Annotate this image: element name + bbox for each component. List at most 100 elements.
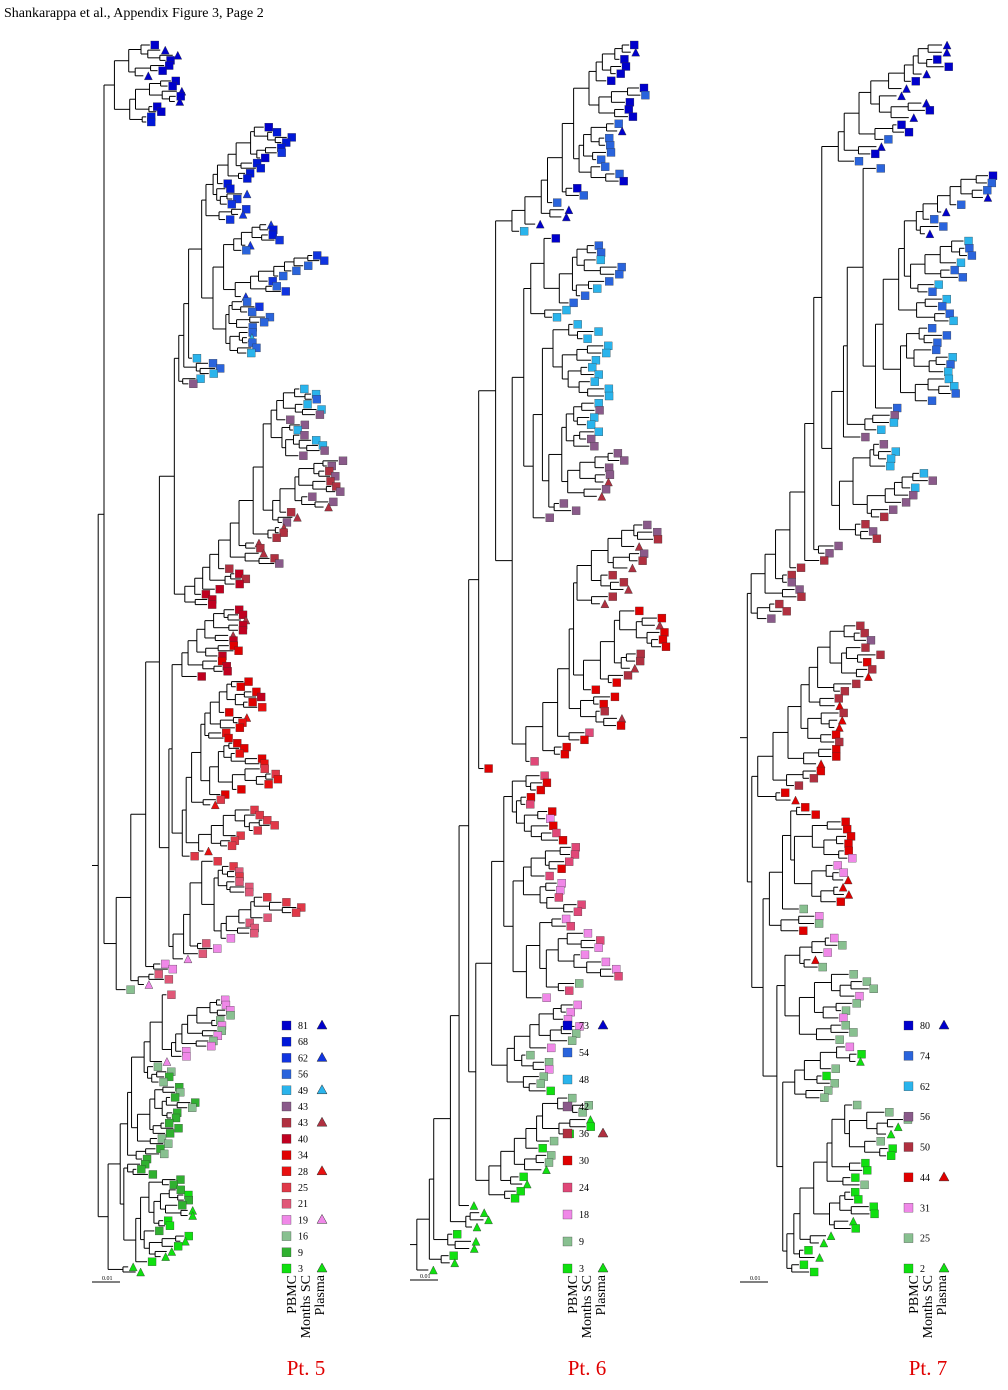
legend-months: 16 [298, 1232, 308, 1243]
leaf-square [189, 379, 198, 388]
leaf-triangle [848, 1216, 858, 1226]
leaf-triangle [484, 1215, 493, 1225]
leaf-square [846, 832, 856, 841]
leaf-square [542, 993, 551, 1002]
leaf-square [256, 692, 266, 702]
leaf-square [661, 642, 671, 651]
leaf-square [571, 506, 581, 515]
leaf-square [261, 153, 270, 163]
leaf-square [157, 1134, 167, 1143]
legend-swatch [281, 1182, 292, 1193]
leaf-square [610, 692, 620, 702]
leaf-square [258, 703, 267, 712]
legend-months: 42 [579, 1102, 589, 1113]
legend-swatch [562, 1209, 573, 1220]
leaf-square [178, 1201, 187, 1210]
leaf-square [886, 1151, 896, 1160]
leaf-square [236, 831, 245, 840]
legend-months: 18 [579, 1210, 589, 1221]
legend-plasma [938, 1171, 950, 1182]
leaf-square [245, 887, 254, 897]
legend-swatch [903, 1203, 914, 1213]
legend-swatch [281, 1053, 292, 1063]
leaf-square [767, 614, 776, 623]
leaf-square [849, 970, 858, 979]
leaf-square [255, 810, 264, 820]
leaf-triangle [469, 1244, 479, 1253]
leaf-square [625, 98, 635, 107]
leaf-square [612, 678, 621, 687]
leaf-square [844, 846, 853, 856]
leaf-square [282, 518, 292, 527]
leaf-square [235, 579, 244, 589]
leaf-square [851, 1187, 860, 1197]
legend-months: 30 [579, 1156, 589, 1167]
leaf-square [594, 370, 603, 379]
leaf-square [174, 1124, 183, 1133]
legend-months: 62 [920, 1082, 930, 1093]
leaf-square [545, 871, 554, 881]
leaf-square [510, 1194, 520, 1203]
legend-months: 25 [920, 1234, 930, 1245]
leaf-square [243, 174, 252, 183]
leaf-triangle [877, 142, 886, 151]
leaf-square [604, 384, 614, 394]
leaf-triangle [886, 1129, 896, 1139]
leaf-square [329, 497, 338, 507]
leaf-triangle [293, 512, 302, 522]
leaf-square [552, 828, 561, 838]
leaf-square [801, 803, 810, 812]
leaf-square [653, 527, 662, 537]
leaf-square [224, 733, 233, 743]
leaf-square [616, 69, 625, 78]
leaf-square [268, 230, 277, 240]
leaf-square [860, 1180, 869, 1190]
leaf-square [951, 389, 960, 398]
leaf-square [281, 287, 290, 296]
leaf-square [623, 671, 633, 680]
leaf-square [945, 309, 954, 318]
leaf-square [839, 868, 848, 877]
leaf-square [848, 854, 857, 863]
legend-months: 19 [298, 1215, 308, 1226]
leaf-square [275, 235, 284, 245]
leaf-triangle [864, 672, 873, 681]
leaf-square [300, 384, 309, 394]
page-title: Shankarappa et al., Appendix Figure 3, P… [4, 6, 264, 21]
legend-header: Plasma [935, 1274, 950, 1315]
leaf-triangle [144, 980, 154, 989]
leaf-square [519, 227, 529, 236]
leaf-square [872, 534, 882, 543]
leaf-square [286, 508, 296, 517]
leaf-triangle [238, 209, 248, 219]
leaf-square [544, 1058, 554, 1067]
leaf-square [208, 359, 218, 368]
legend-months: 28 [298, 1167, 308, 1178]
legend-swatch [903, 1263, 914, 1274]
leaf-triangle [893, 1122, 903, 1131]
leaf-square [967, 251, 977, 260]
leaf-square [209, 369, 218, 378]
leaf-square [593, 284, 602, 293]
leaf-square [606, 148, 616, 157]
leaf-square [161, 959, 170, 969]
leaf-square [263, 893, 272, 902]
leaf-square [605, 277, 614, 286]
leaf-square [831, 1064, 840, 1073]
leaf-square [449, 1251, 458, 1260]
leaf-square [620, 55, 629, 64]
leaf-square [927, 324, 937, 333]
leaf-square [619, 176, 628, 186]
leaf-triangle [597, 491, 607, 501]
leaf-square [176, 1175, 185, 1184]
leaf-triangle [535, 219, 545, 229]
legend-swatch [281, 1069, 292, 1079]
legend-swatch [281, 1247, 292, 1257]
leaf-square [624, 105, 633, 114]
leaf-square [300, 431, 309, 440]
leaf-square [958, 273, 968, 282]
leaf-triangle [816, 759, 826, 768]
leaf-square [259, 318, 269, 327]
leaf-triangle [837, 715, 847, 725]
